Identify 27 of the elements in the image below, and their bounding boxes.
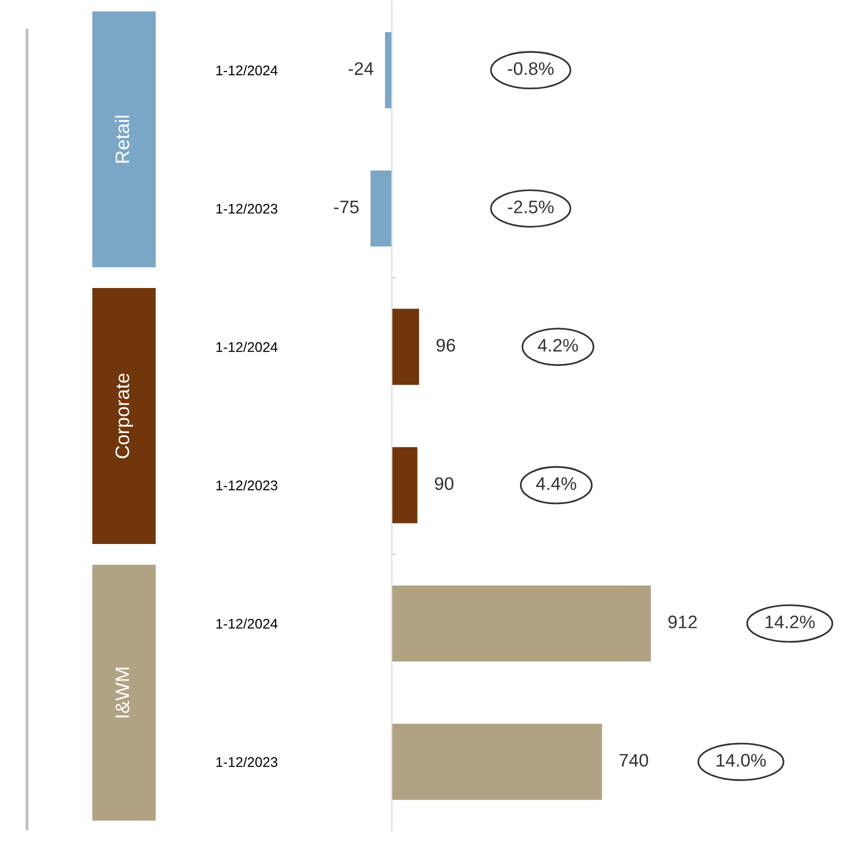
bar: [392, 447, 418, 524]
y-tick-label: 1-12/2024: [216, 618, 278, 629]
text: 14.2%: [766, 616, 815, 628]
data-label: 90: [434, 477, 454, 490]
bar: [392, 308, 420, 385]
bar: [370, 170, 392, 247]
y-tick-label: 1-12/2023: [216, 756, 278, 768]
annotation: 4.2%: [538, 338, 578, 352]
data-label: 912: [668, 616, 697, 628]
annotation: -0.8%: [508, 62, 554, 76]
y-tick-label: 1-12/2023: [216, 480, 278, 490]
text: 14.0%: [716, 754, 766, 767]
y-tick-label: 1-12/2023: [216, 203, 278, 214]
data-label: -24: [348, 62, 374, 75]
data-label: -75: [334, 200, 359, 214]
data-label: 740: [620, 754, 648, 767]
data-label: 96: [436, 338, 456, 352]
bar: [392, 724, 602, 800]
annotation: -2.5%: [508, 200, 554, 214]
annotation: 4.4%: [536, 477, 576, 490]
bar: [384, 32, 392, 108]
text: Corporate: [115, 374, 134, 458]
y-tick-label: 1-12/2024: [216, 342, 278, 352]
text: I&WM: [116, 668, 130, 718]
bar: [392, 585, 651, 662]
y-tick-label: 1-12/2024: [216, 65, 278, 76]
text: Retail: [114, 116, 130, 163]
